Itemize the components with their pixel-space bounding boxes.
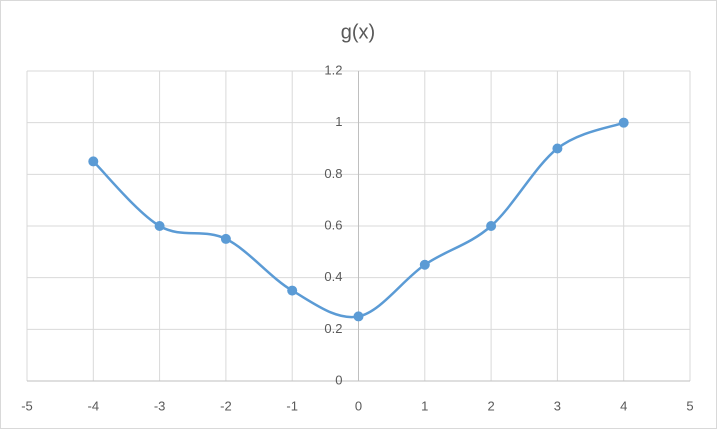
y-tick-label: 1.2 [324, 62, 342, 77]
data-point [220, 233, 231, 244]
x-tick-label: 4 [620, 398, 627, 413]
data-point [154, 221, 165, 231]
x-tick-label: -3 [154, 398, 166, 413]
x-tick-label: 0 [355, 398, 362, 413]
x-tick-label: -4 [88, 398, 100, 413]
y-tick-label: 0.8 [324, 166, 342, 181]
y-tick-label: 0.4 [324, 269, 342, 284]
x-tick-label: 3 [554, 398, 561, 413]
x-tick-label: -5 [21, 398, 33, 413]
x-tick-label: 2 [487, 398, 494, 413]
data-point [618, 117, 629, 128]
y-tick-label: 0.6 [324, 217, 342, 232]
data-point [552, 143, 563, 154]
data-point [353, 311, 364, 322]
x-tick-label: 5 [686, 398, 693, 413]
data-point [88, 156, 99, 167]
data-point [419, 259, 430, 270]
y-tick-label: 0.2 [324, 321, 342, 336]
x-tick-label: 1 [421, 398, 428, 413]
data-point [486, 221, 497, 231]
chart-title: g(x) [341, 21, 375, 43]
x-tick-label: -1 [286, 398, 298, 413]
data-point [287, 285, 298, 296]
y-tick-label: 1 [335, 114, 342, 129]
y-tick-label: 0 [335, 372, 342, 387]
x-tick-label: -2 [220, 398, 232, 413]
